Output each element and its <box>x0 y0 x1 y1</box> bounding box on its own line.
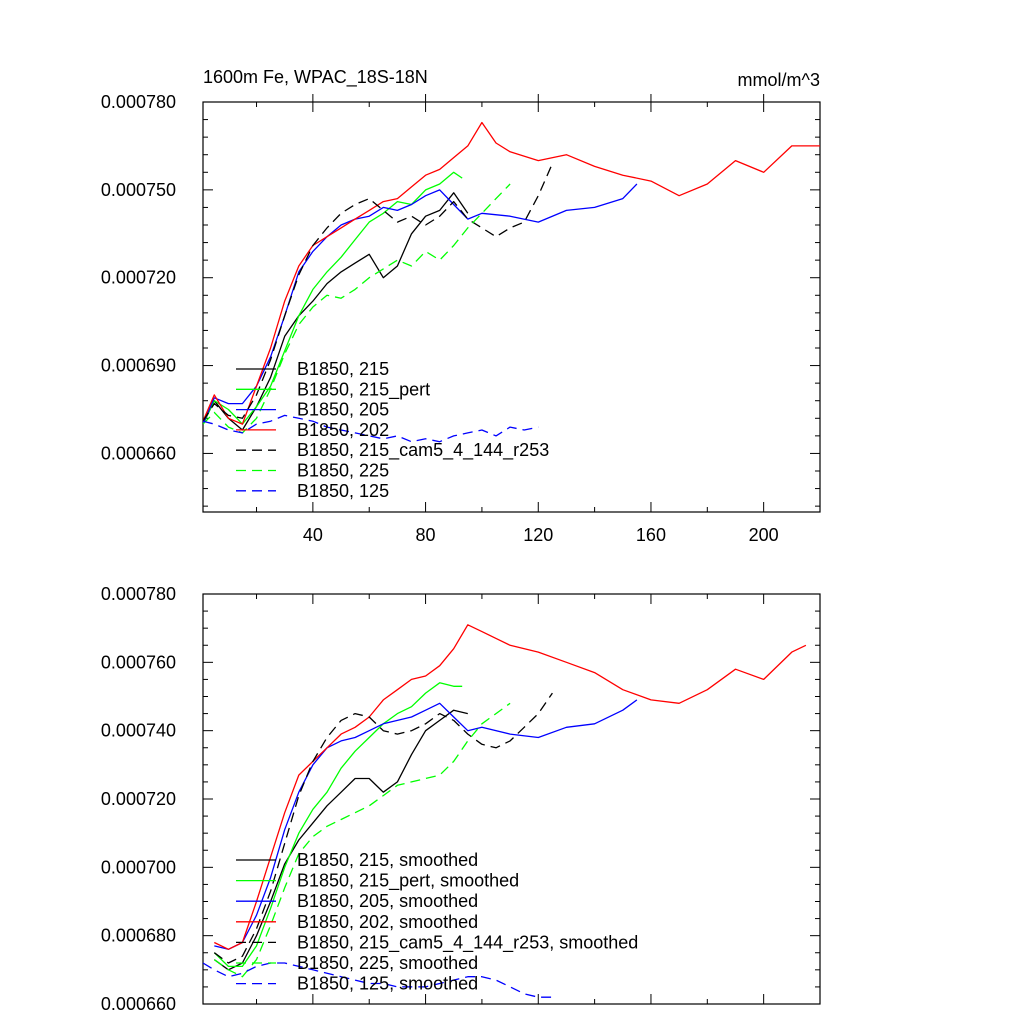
x-tick-label: 40 <box>303 525 323 545</box>
series-line-1 <box>203 192 469 431</box>
legend-label: B1850, 125 <box>297 481 389 501</box>
series-line-3 <box>214 699 638 950</box>
y-tick-label: 0.000660 <box>101 994 176 1014</box>
series-line-2 <box>213 682 463 968</box>
x-tick-label: 160 <box>636 525 666 545</box>
y-tick-label: 0.000720 <box>101 268 176 288</box>
legend-label: B1850, 215_pert <box>297 379 430 400</box>
series-line-4 <box>203 121 820 425</box>
y-tick-label: 0.000760 <box>101 652 176 672</box>
plot-frame <box>202 101 821 513</box>
legend-label: B1850, 215_pert, smoothed <box>297 871 519 892</box>
legend-label: B1850, 225, smoothed <box>297 953 478 973</box>
legend-label: B1850, 125, smoothed <box>297 974 478 994</box>
legend-label: B1850, 225 <box>297 461 389 481</box>
x-tick-label: 120 <box>523 525 553 545</box>
series-line-6 <box>203 183 511 434</box>
y-tick-label: 0.000780 <box>101 92 176 112</box>
y-tick-label: 0.000750 <box>101 180 176 200</box>
top-panel-title: 1600m Fe, WPAC_18S-18N <box>203 67 428 88</box>
legend-label: B1850, 215 <box>297 359 389 379</box>
legend-label: B1850, 202, smoothed <box>297 912 478 932</box>
series-line-5 <box>213 692 553 964</box>
series-line-7 <box>203 414 539 443</box>
y-tick-label: 0.000720 <box>101 789 176 809</box>
legend-label: B1850, 205, smoothed <box>297 891 478 911</box>
y-tick-label: 0.000690 <box>101 356 176 376</box>
panel-1: 40 80 120 160 200 0.000660 0.000690 0.000720 0.0… <box>101 92 821 545</box>
y-tick-label: 0.000780 <box>101 584 176 604</box>
series-line-1 <box>213 709 468 971</box>
series-group <box>203 624 807 998</box>
series-line-6 <box>213 702 511 978</box>
x-tick-label: 80 <box>416 525 436 545</box>
series-line-3 <box>203 183 638 425</box>
legend-label: B1850, 215_cam5_4_144_r253 <box>297 440 549 461</box>
legend-label: B1850, 202 <box>297 420 389 440</box>
y-tick-label: 0.000660 <box>101 443 176 463</box>
series-line-4 <box>214 624 807 950</box>
y-tick-label: 0.000740 <box>101 721 176 741</box>
series-line-2 <box>203 171 463 425</box>
y-tick-label: 0.000680 <box>101 926 176 946</box>
legend-label: B1850, 215, smoothed <box>297 850 478 870</box>
legend-label: B1850, 205 <box>297 400 389 420</box>
y-tick-label: 0.000700 <box>101 857 176 877</box>
panel-2: 0.000660 0.000680 0.000700 0.000720 0.000740… <box>101 584 821 1014</box>
series-group <box>203 121 820 443</box>
top-panel-units: mmol/m^3 <box>738 70 820 90</box>
x-tick-label: 200 <box>749 525 779 545</box>
series-line-7 <box>203 962 553 998</box>
legend-label: B1850, 215_cam5_4_144_r253, smoothed <box>297 932 638 953</box>
